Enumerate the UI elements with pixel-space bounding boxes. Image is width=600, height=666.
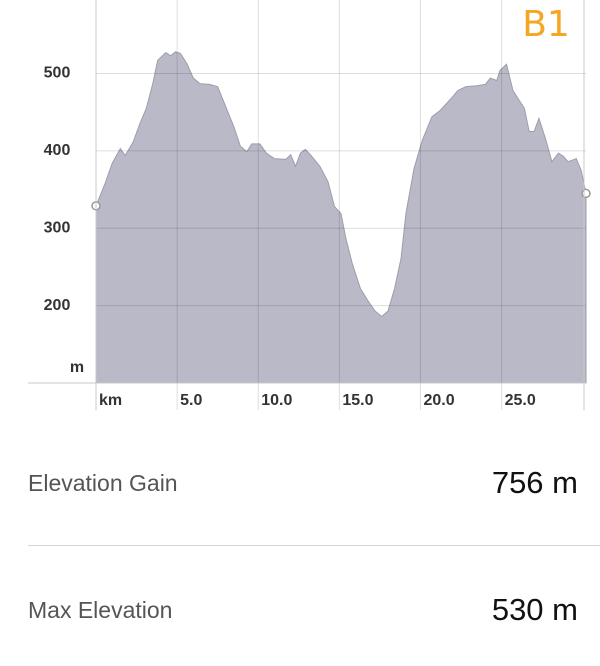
stat-row: Elevation Gain 756 m xyxy=(28,463,578,503)
elevation-chart: 200 300 400 500 5.0 10.0 15.0 20.0 25.0 kmm B1 xyxy=(28,0,591,410)
x-tick-label: 20.0 xyxy=(424,392,455,409)
y-tick-label: 400 xyxy=(44,142,71,159)
x-tick-label: 25.0 xyxy=(505,392,536,409)
annotation: B1 xyxy=(522,4,570,45)
x-unit-label: km xyxy=(99,392,122,409)
endpoint-marker xyxy=(581,188,591,199)
y-unit-label: m xyxy=(70,359,84,376)
x-tick-label: 10.0 xyxy=(261,392,292,409)
stat-row: Max Elevation 530 m xyxy=(28,590,578,630)
x-tick-label: 5.0 xyxy=(180,392,202,409)
x-tick-label: 15.0 xyxy=(342,392,373,409)
y-tick-label: 200 xyxy=(44,297,71,314)
stat-label: Elevation Gain xyxy=(28,469,178,496)
area xyxy=(95,51,587,384)
stat-label: Max Elevation xyxy=(28,596,173,623)
stat-value: 756 m xyxy=(491,465,578,500)
stat-value: 530 m xyxy=(491,592,578,627)
y-tick-label: 500 xyxy=(44,65,71,82)
y-tick-label: 300 xyxy=(44,219,71,236)
divider xyxy=(28,545,600,546)
